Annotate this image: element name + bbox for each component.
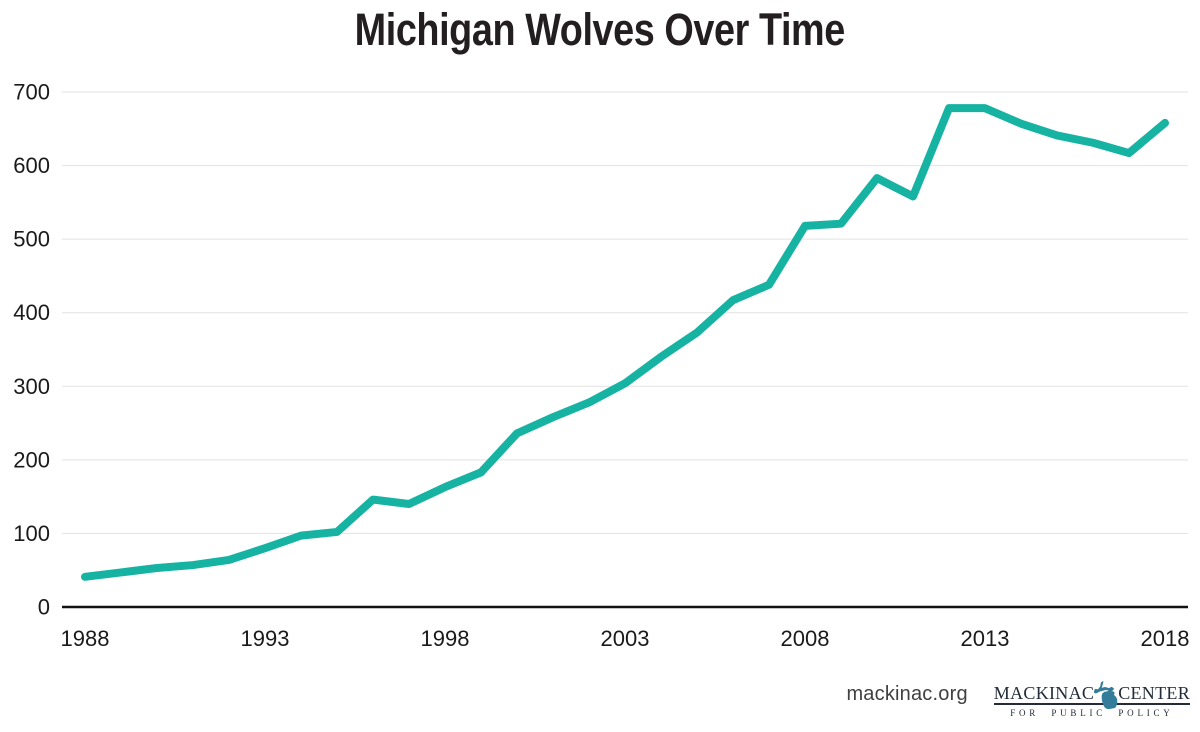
x-tick-label-2013: 2013 bbox=[961, 626, 1010, 651]
y-tick-label-400: 400 bbox=[13, 300, 50, 325]
y-tick-label-200: 200 bbox=[13, 447, 50, 472]
logo-word-mackinac: MACKINAC bbox=[993, 683, 1095, 703]
footer: mackinac.org MACKINAC CENTER FOR PUBLIC … bbox=[846, 670, 1190, 728]
mackinac-center-logo: MACKINAC CENTER FOR PUBLIC POLICY bbox=[993, 680, 1190, 718]
y-tick-label-500: 500 bbox=[13, 227, 50, 252]
x-tick-label-2018: 2018 bbox=[1141, 626, 1190, 651]
x-tick-label-1988: 1988 bbox=[61, 626, 110, 651]
chart-title-text: Michigan Wolves Over Time bbox=[354, 4, 846, 55]
logo-word-center: CENTER bbox=[1118, 683, 1190, 703]
y-tick-label-300: 300 bbox=[13, 374, 50, 399]
wolf-population-line bbox=[81, 104, 1169, 581]
website-text: mackinac.org bbox=[846, 682, 968, 705]
logo-wordmark: MACKINAC CENTER bbox=[993, 680, 1190, 710]
y-tick-label-100: 100 bbox=[13, 521, 50, 546]
y-tick-label-600: 600 bbox=[13, 153, 50, 178]
x-tick-label-1998: 1998 bbox=[421, 626, 470, 651]
x-tick-label-2003: 2003 bbox=[601, 626, 650, 651]
chart-title: Michigan Wolves Over Time bbox=[0, 4, 1200, 56]
y-tick-label-700: 700 bbox=[13, 79, 50, 104]
x-tick-label-1993: 1993 bbox=[241, 626, 290, 651]
logo-tagline: FOR PUBLIC POLICY bbox=[1010, 708, 1174, 718]
x-tick-label-2008: 2008 bbox=[781, 626, 830, 651]
y-tick-label-0: 0 bbox=[38, 594, 50, 619]
michigan-state-icon bbox=[1093, 680, 1118, 710]
logo-divider-line bbox=[993, 703, 1190, 705]
